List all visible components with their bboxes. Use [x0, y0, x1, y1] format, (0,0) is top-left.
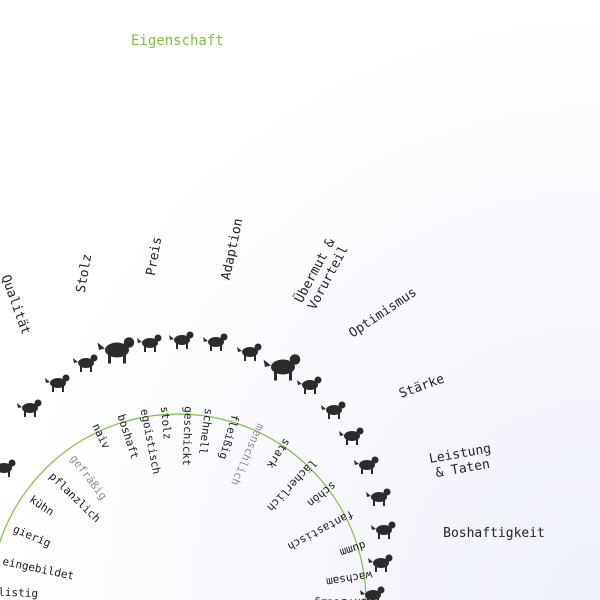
adjective-label: geschickt: [180, 406, 195, 466]
adjective-label: schnell: [196, 407, 215, 455]
adjective-label: fleißig: [216, 413, 241, 461]
tortoise-icon: [339, 427, 364, 445]
adjective-label: wachsam: [325, 568, 373, 588]
elephant-icon: [263, 354, 301, 381]
fox-icon: [169, 331, 194, 349]
category-label: Optimismus: [346, 285, 419, 341]
category-label: Stolz: [74, 253, 96, 294]
swan-icon: [297, 376, 322, 394]
category-label: Preis: [144, 236, 166, 277]
adjective-label: dumm: [338, 539, 368, 560]
adjective-label: eingebildet: [1, 555, 75, 583]
category-label: Boshaftigkeit: [443, 526, 545, 541]
inner-ring: [0, 413, 367, 600]
adjective-label: naiv: [89, 421, 112, 451]
weasel-icon: [237, 343, 262, 361]
rooster-icon: [137, 334, 162, 352]
lamb-icon: [368, 554, 393, 572]
category-label: Übermut &Vorurteil: [290, 235, 351, 312]
adjective-label: kühn: [27, 493, 56, 519]
grasshopper-icon: [321, 401, 346, 419]
adjective-label: stark: [264, 436, 293, 471]
category-label: Leistung& Taten: [428, 441, 495, 481]
category-label: Adaption: [219, 217, 247, 281]
lion-icon: [97, 337, 135, 364]
adjective-label: boshaft: [115, 413, 142, 461]
category-label: Qualität: [0, 273, 33, 337]
plant-icon: [360, 586, 385, 600]
bird-icon: [73, 354, 98, 372]
wolf-icon: [45, 374, 70, 392]
small-bird-icon: [203, 333, 228, 351]
adjective-label: listig: [0, 586, 38, 600]
mouse-icon: [354, 456, 379, 474]
adjective-label: schön: [305, 479, 339, 510]
adjective-label: stolz: [158, 406, 174, 440]
snake-icon: [0, 459, 16, 477]
adjective-label: gierig: [11, 522, 53, 549]
human-icon: [366, 488, 391, 506]
page-title: Eigenschaft: [131, 33, 224, 49]
bear-icon: [371, 521, 396, 539]
adjective-label: einfältig: [314, 596, 374, 600]
category-label: Stärke: [397, 372, 446, 402]
camel-icon: [17, 399, 42, 417]
